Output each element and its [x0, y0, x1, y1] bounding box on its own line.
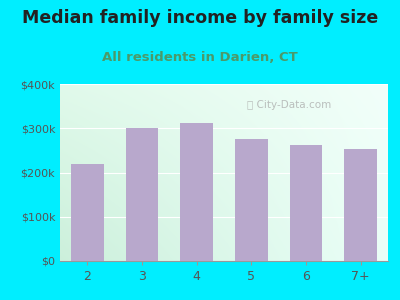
- Text: Median family income by family size: Median family income by family size: [22, 9, 378, 27]
- Text: ⓘ City-Data.com: ⓘ City-Data.com: [248, 100, 332, 110]
- Bar: [126, 128, 158, 261]
- Bar: [290, 145, 322, 261]
- Text: All residents in Darien, CT: All residents in Darien, CT: [102, 51, 298, 64]
- Bar: [344, 149, 377, 261]
- Bar: [71, 164, 104, 261]
- Bar: [180, 123, 213, 261]
- Bar: [235, 139, 268, 261]
